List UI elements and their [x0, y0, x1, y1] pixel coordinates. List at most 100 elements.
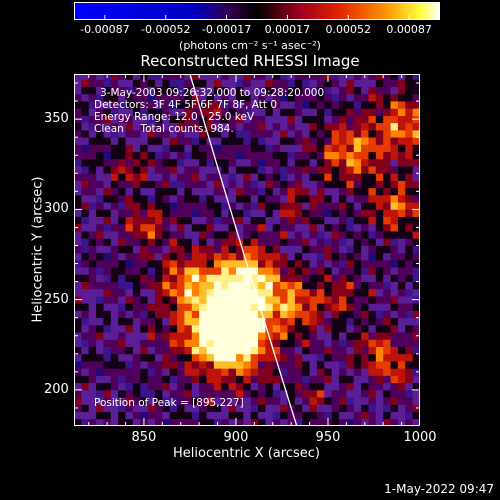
heatmap-cell: [390, 418, 399, 426]
heatmap-cell: [132, 79, 141, 88]
heatmap-cell: [309, 382, 318, 391]
heatmap-cell: [103, 137, 112, 145]
heatmap-cell: [88, 375, 97, 384]
heatmap-cell: [125, 339, 134, 347]
heatmap-cell: [169, 375, 178, 384]
heatmap-cell: [169, 252, 178, 261]
heatmap-cell: [243, 317, 252, 326]
heatmap-cell: [258, 418, 266, 426]
heatmap-cell: [162, 129, 171, 138]
heatmap-cell: [81, 137, 90, 145]
heatmap-cell: [243, 353, 252, 362]
heatmap-cell: [228, 296, 237, 304]
heatmap-cell: [324, 375, 333, 384]
heatmap-cell: [258, 108, 266, 116]
heatmap-cell: [235, 411, 244, 420]
heatmap-cell: [191, 389, 200, 398]
colorbar-tick-label: 0.00052: [325, 23, 372, 36]
heatmap-cell: [213, 180, 222, 189]
heatmap-cell: [368, 296, 377, 304]
heatmap-cell: [405, 187, 414, 196]
heatmap-cell: [280, 418, 288, 426]
heatmap-cell: [191, 122, 200, 131]
heatmap-cell: [103, 259, 112, 268]
heatmap-cell: [184, 108, 193, 116]
heatmap-cell: [339, 411, 347, 420]
heatmap-cell: [235, 173, 244, 181]
footer-timestamp: 1-May-2022 09:47: [384, 482, 494, 496]
heatmap-cell: [353, 389, 362, 398]
heatmap-cell: [132, 303, 141, 311]
heatmap-cell: [88, 86, 97, 95]
heatmap-cell: [162, 303, 171, 311]
heatmap-cell: [316, 209, 325, 217]
heatmap-cell: [147, 317, 156, 326]
heatmap-cell: [74, 158, 82, 167]
heatmap-cell: [331, 404, 340, 412]
heatmap-cell: [302, 93, 310, 102]
heatmap-cell: [412, 129, 420, 138]
heatmap-cell: [243, 86, 252, 95]
heatmap-cell: [250, 382, 259, 391]
heatmap-cell: [235, 74, 244, 80]
heatmap-cell: [243, 209, 252, 217]
heatmap-cell: [265, 151, 274, 160]
heatmap-cell: [368, 397, 377, 405]
heatmap-cell: [191, 353, 200, 362]
heatmap-cell: [184, 151, 193, 160]
heatmap-cell: [88, 303, 97, 311]
heatmap-cell: [177, 317, 185, 326]
heatmap-cell: [316, 223, 325, 232]
heatmap-cell: [405, 74, 414, 80]
heatmap-cell: [81, 79, 90, 88]
heatmap-cell: [346, 231, 355, 239]
heatmap-cell: [302, 353, 310, 362]
heatmap-cell: [191, 288, 200, 297]
heatmap-cell: [199, 86, 207, 95]
heatmap-cell: [294, 238, 303, 246]
heatmap-cell: [287, 115, 296, 124]
heatmap-cell: [412, 267, 420, 275]
heatmap-cell: [177, 194, 185, 203]
heatmap-cell: [235, 259, 244, 268]
heatmap-cell: [339, 332, 347, 340]
heatmap-cell: [154, 151, 163, 160]
heatmap-cell: [331, 238, 340, 246]
heatmap-cell: [405, 216, 414, 225]
heatmap-cell: [412, 194, 420, 203]
heatmap-cell: [118, 411, 126, 420]
heatmap-cell: [110, 382, 119, 391]
heatmap-cell: [96, 122, 104, 131]
heatmap-cell: [235, 296, 244, 304]
heatmap-cell: [110, 209, 119, 217]
x-tick-label: 850: [131, 430, 157, 445]
heatmap-cell: [191, 194, 200, 203]
heatmap-cell: [147, 151, 156, 160]
heatmap-cell: [316, 296, 325, 304]
heatmap-cell: [412, 158, 420, 167]
heatmap-cell: [412, 339, 420, 347]
heatmap-cell: [162, 108, 171, 116]
heatmap-cell: [162, 202, 171, 210]
heatmap-cell: [147, 173, 156, 181]
heatmap-cell: [221, 332, 229, 340]
heatmap-cell: [353, 231, 362, 239]
heatmap-cell: [368, 274, 377, 282]
heatmap-cell: [162, 411, 171, 420]
heatmap-cell: [88, 368, 97, 376]
heatmap-cell: [294, 267, 303, 275]
heatmap-cell: [110, 238, 119, 246]
heatmap-cell: [154, 361, 163, 369]
heatmap-cell: [331, 122, 340, 131]
heatmap-cell: [250, 238, 259, 246]
heatmap-cell: [177, 216, 185, 225]
heatmap-cell: [287, 129, 296, 138]
heatmap-cell: [331, 303, 340, 311]
colorbar-tick-label: 0.00087: [386, 23, 432, 36]
heatmap-cell: [339, 86, 347, 95]
heatmap-cell: [287, 332, 296, 340]
heatmap-cell: [294, 74, 303, 80]
heatmap-cell: [118, 137, 126, 145]
heatmap-cell: [368, 317, 377, 326]
heatmap-cell: [309, 74, 318, 80]
